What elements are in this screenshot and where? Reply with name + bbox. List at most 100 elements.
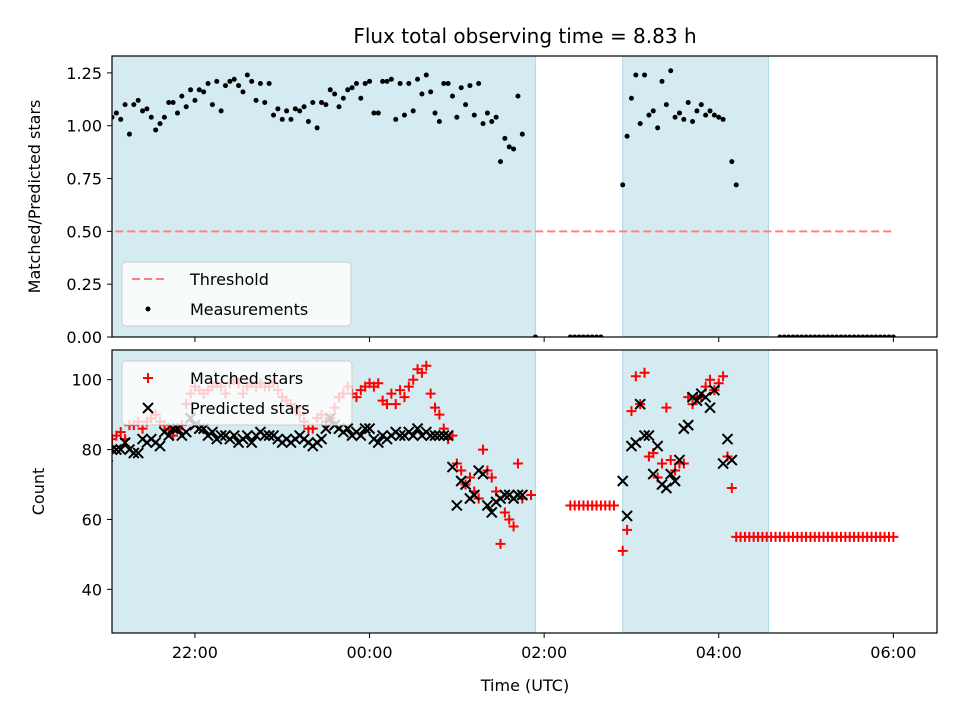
measurement-point [471, 112, 477, 118]
matched-star-point [386, 388, 397, 399]
measurement-point [122, 102, 128, 108]
measurement-point [113, 110, 119, 116]
predicted-star-point [481, 499, 494, 512]
matched-star-point [63, 462, 73, 472]
measurement-point [825, 334, 831, 337]
predicted-star-point [669, 475, 681, 487]
measurement-point [410, 108, 416, 114]
measurement-point [53, 123, 58, 128]
x-tick-label: 00:00 [346, 643, 392, 662]
measurement-point [620, 182, 626, 188]
legend-predicted-swatch [142, 402, 154, 414]
measurement-point [716, 114, 722, 120]
measurement-point [650, 108, 656, 114]
measurement-point [829, 334, 835, 337]
matched-star-point [94, 427, 104, 437]
matched-star-point [499, 507, 510, 518]
measurement-point [489, 118, 495, 124]
measurement-point [323, 102, 329, 108]
measurement-point [345, 87, 351, 93]
measurement-point [92, 87, 97, 92]
y-tick-label: 1.00 [66, 117, 102, 136]
predicted-star-point [112, 443, 123, 456]
measurement-point [140, 108, 146, 114]
measurement-point [484, 110, 490, 116]
measurement-point [183, 104, 189, 110]
predicted-star-point [128, 447, 140, 459]
predicted-star-point [94, 466, 104, 476]
predicted-star-point [154, 440, 166, 452]
predicted-star-point [516, 489, 529, 501]
measurement-point [458, 85, 464, 91]
matched-star-point [50, 483, 60, 493]
measurement-point [332, 91, 338, 97]
measurement-point [96, 89, 101, 94]
matched-star-point [11, 469, 21, 479]
measurement-point [227, 78, 233, 84]
matched-star-point [630, 371, 641, 382]
measurement-point [201, 89, 207, 95]
measurement-point [166, 99, 172, 105]
matched-star-point [486, 472, 497, 483]
measurement-point [262, 99, 268, 105]
measurement-point [777, 334, 783, 337]
measurement-point [105, 144, 110, 149]
predicted-star-point [55, 459, 65, 469]
measurement-point [393, 116, 399, 122]
measurement-point [257, 80, 263, 86]
x-tick-label: 04:00 [696, 643, 742, 662]
matched-star-point [390, 399, 401, 410]
measurement-point [646, 112, 652, 118]
predicted-star-point [717, 457, 729, 470]
measurement-point [580, 334, 586, 337]
measurement-point [711, 112, 717, 118]
measurement-point [519, 131, 525, 137]
measurement-point [231, 76, 237, 82]
predicted-star-point [665, 468, 677, 480]
measurement-point [877, 334, 883, 337]
matched-star-point [373, 378, 384, 389]
predicted-star-point [11, 476, 21, 486]
measurement-point [860, 334, 866, 337]
measurement-point [847, 334, 853, 337]
legend-matched-swatch [143, 373, 153, 383]
observing-window [622, 55, 770, 338]
matched-star-point [112, 511, 113, 514]
predicted-star-point [215, 429, 227, 442]
measurement-point [637, 121, 643, 127]
predicted-star-point [363, 422, 376, 435]
axes-frame [111, 55, 938, 338]
predicted-star-point [477, 468, 489, 480]
measurement-point [572, 334, 578, 337]
matched-star-point [622, 524, 633, 535]
measurement-point [112, 114, 115, 120]
measurement-point [733, 182, 739, 188]
predicted-star-point [617, 475, 629, 487]
predicted-star-point [372, 436, 384, 449]
predicted-star-point [486, 506, 498, 519]
x-tick-label: 06:00 [870, 643, 916, 662]
chart-title: Flux total observing time = 8.83 h [353, 24, 696, 48]
matched-star-point [408, 374, 419, 385]
matched-star-point [416, 367, 427, 378]
measurement-point [419, 91, 425, 97]
measurement-point [415, 76, 421, 82]
predicted-star-point [433, 429, 446, 442]
measurement-point [633, 72, 639, 78]
predicted-star-point [163, 429, 175, 442]
measurement-point [192, 97, 198, 103]
predicted-star-point [704, 401, 716, 414]
measurement-point [668, 68, 674, 74]
matched-star-point [888, 531, 899, 542]
x-axis-label: Time (UTC) [480, 676, 569, 695]
measurement-point [445, 80, 451, 86]
predicted-star-point [76, 469, 86, 479]
measurement-point [327, 87, 333, 93]
measurement-point [340, 95, 346, 101]
measurement-point [126, 131, 132, 137]
measurement-point [803, 334, 809, 337]
measurement-point [576, 334, 582, 337]
measurement-point [786, 334, 792, 337]
measurement-point [271, 112, 277, 118]
measurement-point [144, 106, 150, 112]
